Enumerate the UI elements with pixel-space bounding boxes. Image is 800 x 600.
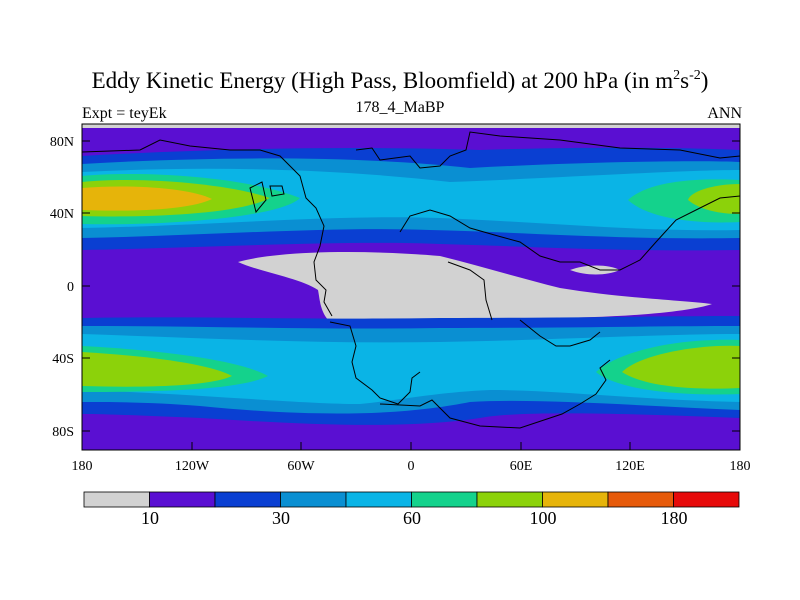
season-label: ANN — [707, 105, 742, 122]
x-tick-label: 60W — [287, 459, 315, 474]
x-tick-label: 60E — [510, 459, 533, 474]
south-america-coast — [329, 321, 421, 405]
experiment-label: Expt = teyEk — [82, 105, 167, 122]
colorbar-swatch — [149, 491, 216, 508]
colorbar-label: 60 — [403, 508, 421, 528]
chart-title: Eddy Kinetic Energy (High Pass, Bloomfie… — [91, 68, 709, 93]
contour-field — [82, 124, 740, 450]
y-tick-label: 0 — [67, 280, 74, 295]
y-tick-label: 80S — [52, 425, 74, 440]
y-tick-label: 40N — [50, 207, 74, 222]
y-tick-label: 80N — [50, 135, 74, 150]
sh-green-east — [622, 345, 740, 389]
africa-west-coast — [447, 261, 493, 321]
greenland-coast — [249, 181, 267, 214]
colorbar-label: 180 — [661, 508, 688, 528]
coastlines — [82, 131, 740, 429]
chart-subtitle: 178_4_MaBP — [355, 99, 445, 116]
x-tick-marks — [81, 442, 741, 450]
antarctic-band — [82, 428, 740, 450]
x-tick-label: 120E — [615, 459, 645, 474]
arctic-band — [82, 124, 740, 142]
tropics-grey — [238, 252, 712, 322]
y-tick-label: 40S — [52, 352, 74, 367]
y-tick-marks — [82, 140, 740, 432]
colorbar-swatch — [673, 491, 740, 508]
europe-africa-coast — [399, 195, 740, 271]
sh-cyan — [82, 334, 740, 404]
colorbar-swatch — [345, 491, 412, 508]
nh-green-east — [688, 184, 740, 214]
eurasia-coast — [355, 131, 740, 169]
colorbar-swatch — [83, 491, 150, 508]
x-tick-label: 0 — [408, 459, 415, 474]
colorbar-label: 30 — [272, 508, 290, 528]
north-america-coast — [82, 139, 333, 317]
colorbar-swatch — [214, 491, 281, 508]
tropics-grey-small — [570, 265, 620, 275]
colorbar-label: 100 — [530, 508, 557, 528]
colorbar-swatch — [607, 491, 674, 508]
antarctica-coast — [379, 359, 611, 429]
colorbar-label: 10 — [141, 508, 159, 528]
x-tick-label: 180 — [730, 459, 751, 474]
x-tick-label: 180 — [72, 459, 93, 474]
x-tick-label: 120W — [175, 459, 210, 474]
colorbar-swatch — [411, 491, 478, 508]
colorbar-swatch — [280, 491, 347, 508]
colorbar-swatch — [476, 491, 543, 508]
north-america-inlet — [269, 185, 285, 197]
colorbar — [83, 491, 740, 508]
colorbar-swatch — [542, 491, 609, 508]
australia-coast — [519, 319, 601, 347]
nh-orange-west — [82, 186, 212, 211]
pole-grey — [82, 124, 740, 128]
sh-green-west — [82, 352, 232, 387]
